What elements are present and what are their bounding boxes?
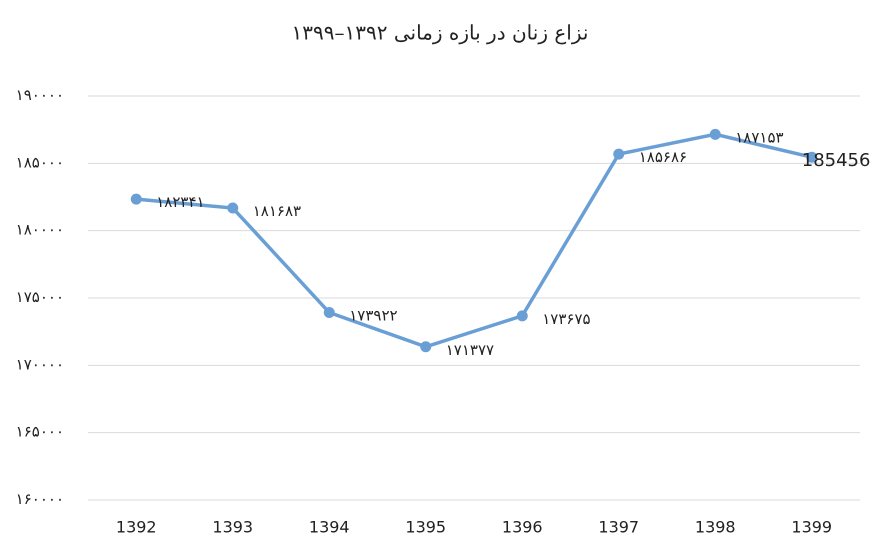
data-label: ۱۷۳۹۲۲ [349,307,397,325]
chart-title: نزاع زنان در بازه زمانی ۱۳۹۲–۱۳۹۹ [292,21,589,45]
data-label: ۱۷۱۳۷۷ [446,341,494,359]
x-tick-label: 1393 [212,518,253,537]
y-tick-label: ۱۷۰۰۰۰ [16,355,64,373]
data-point [131,194,142,205]
y-tick-label: ۱۹۰۰۰۰ [16,86,64,104]
data-label: 185456 [802,150,871,171]
data-point [710,129,721,140]
x-tick-label: 1397 [598,518,639,537]
x-tick-label: 1392 [116,518,157,537]
x-tick-label: 1398 [695,518,736,537]
x-tick-label: 1399 [791,518,832,537]
data-point [227,203,238,214]
data-line [136,134,812,346]
y-tick-label: ۱۸۰۰۰۰ [16,221,64,239]
data-point [420,341,431,352]
x-tick-label: 1396 [502,518,543,537]
y-tick-label: ۱۶۰۰۰۰ [16,490,64,508]
data-point [324,307,335,318]
y-tick-label: ۱۶۵۰۰۰ [16,423,64,441]
data-label: ۱۷۳۶۷۵ [542,310,590,328]
data-point [613,149,624,160]
chart: نزاع زنان در بازه زمانی ۱۳۹۲–۱۳۹۹ ۱۶۰۰۰۰… [0,0,880,542]
x-tick-label: 1395 [405,518,446,537]
y-tick-label: ۱۷۵۰۰۰ [16,288,64,306]
data-label: ۱۸۲۳۴۱ [156,193,204,211]
data-label: ۱۸۷۱۵۳ [735,128,783,146]
data-label: ۱۸۱۶۸۳ [253,202,301,220]
x-tick-label: 1394 [309,518,350,537]
y-tick-label: ۱۸۵۰۰۰ [16,153,64,171]
data-label: ۱۸۵۶۸۶ [639,148,687,166]
data-point [517,310,528,321]
